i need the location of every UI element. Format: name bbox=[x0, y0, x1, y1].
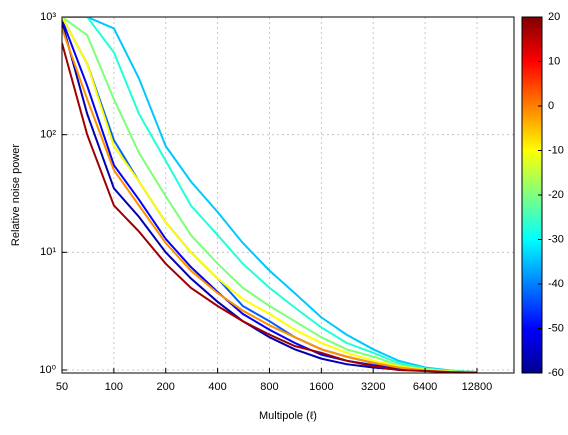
colorbar-tick-label: -60 bbox=[548, 367, 564, 379]
x-tick-label: 50 bbox=[56, 381, 68, 393]
y-axis-label: Relative noise power bbox=[10, 144, 22, 246]
y-tick-label: 10⁰ bbox=[39, 364, 56, 376]
x-tick-label: 200 bbox=[157, 381, 175, 393]
colorbar-tick-label: -10 bbox=[548, 144, 564, 156]
colorbar-tick-label: -50 bbox=[548, 322, 564, 334]
colorbar-tick-label: 10 bbox=[548, 55, 560, 67]
x-tick-label: 1600 bbox=[309, 381, 333, 393]
y-tick-label: 10² bbox=[40, 129, 56, 141]
x-tick-label: 800 bbox=[260, 381, 278, 393]
series-line bbox=[62, 17, 478, 373]
series-line bbox=[62, 28, 478, 373]
series-line bbox=[62, 17, 478, 373]
y-tick-label: 10¹ bbox=[40, 246, 56, 258]
series-line bbox=[62, 42, 478, 373]
x-tick-label: 6400 bbox=[413, 381, 437, 393]
colorbar-tick-label: -40 bbox=[548, 278, 564, 290]
x-tick-label: 12800 bbox=[462, 381, 493, 393]
x-tick-label: 3200 bbox=[361, 381, 385, 393]
colorbar-tick-label: 0 bbox=[548, 100, 554, 112]
plot-frame bbox=[61, 16, 515, 374]
colorbar-tick-label: -20 bbox=[548, 189, 564, 201]
x-axis-label: Multipole (ℓ) bbox=[259, 410, 317, 422]
x-tick-label: 400 bbox=[208, 381, 226, 393]
colorbar-tick-label: -30 bbox=[548, 233, 564, 245]
series-line bbox=[62, 17, 478, 373]
y-tick-label: 10³ bbox=[40, 11, 56, 23]
x-tick-label: 100 bbox=[105, 381, 123, 393]
colorbar-tick-label: 20 bbox=[548, 11, 560, 23]
